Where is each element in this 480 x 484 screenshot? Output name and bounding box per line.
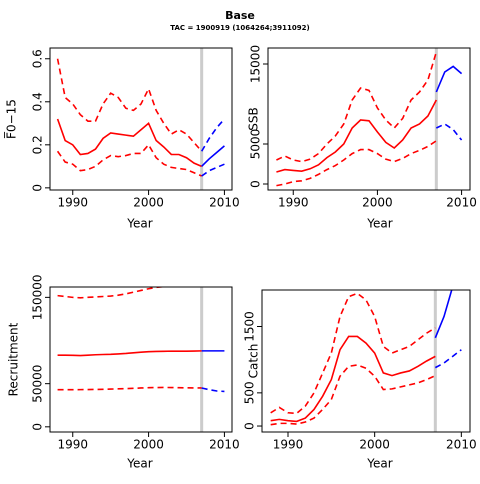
x-tick-label: 1990 <box>278 196 309 210</box>
panel: 1990 2000 2010 0 500 1500 Year Catch <box>243 289 477 471</box>
series-group <box>57 280 225 393</box>
y-tick-label: 0.2 <box>31 135 45 154</box>
y-tick-label: 15000 <box>249 45 263 83</box>
series-line <box>276 140 437 187</box>
panel: 1990 2000 2010 0 50000 150000 Year Recruitment <box>7 274 240 470</box>
x-tick-label: 2000 <box>133 196 164 210</box>
plot-frame <box>49 286 233 433</box>
y-tick-label: 0.6 <box>31 49 45 68</box>
plot-frame <box>261 289 471 433</box>
x-tick-label: 1990 <box>57 438 88 452</box>
panel: 1990 2000 2010 0 5000 15000 Year SSB <box>247 45 477 231</box>
x-tick-label: 2000 <box>133 438 164 452</box>
series-line <box>200 118 226 152</box>
series-line <box>270 335 436 423</box>
figure-title: Base <box>225 9 255 22</box>
series-line <box>57 287 168 299</box>
series-line <box>435 65 463 93</box>
x-tick-label: 2010 <box>209 438 240 452</box>
series-line <box>435 123 463 141</box>
series-line <box>201 145 225 167</box>
panel: 1990 2000 2010 0 0.2 0.4 0.6 Year F̅0−15 <box>3 47 240 231</box>
y-tick-label: 5000 <box>249 129 263 160</box>
y-tick-label: 0.4 <box>31 92 45 111</box>
x-tick-label: 2000 <box>359 438 390 452</box>
series-line <box>276 99 438 173</box>
x-tick-label: 2010 <box>446 196 477 210</box>
y-tick-label: 0 <box>249 180 263 188</box>
series-line <box>56 118 202 168</box>
y-axis-label: F̅0−15 <box>3 99 18 139</box>
plot-frame <box>49 47 233 191</box>
series-group <box>270 290 462 426</box>
series-line <box>434 349 462 369</box>
x-axis-label: Year <box>366 217 392 231</box>
y-tick-label: 150000 <box>31 274 45 320</box>
series-line <box>201 387 225 393</box>
y-axis-label: SSB <box>247 107 261 130</box>
x-axis-label: Year <box>366 457 392 471</box>
x-tick-label: 2010 <box>209 196 240 210</box>
plot-frame <box>267 47 471 191</box>
series-line <box>57 386 202 391</box>
x-tick-label: 2010 <box>446 438 477 452</box>
y-tick-label: 0 <box>31 184 45 192</box>
series-line <box>202 280 225 282</box>
y-tick-label: 50000 <box>31 365 45 403</box>
y-tick-label: 1500 <box>243 311 257 342</box>
y-axis-label: Catch <box>247 344 261 379</box>
series-line <box>56 143 202 177</box>
y-tick-label: 500 <box>243 381 257 404</box>
series-line <box>434 290 453 339</box>
series-group <box>56 58 226 177</box>
y-tick-label: 0 <box>243 422 257 430</box>
series-group <box>276 51 463 187</box>
series-line <box>276 51 438 163</box>
figure-subtitle: TAC = 1900919 (1064264;3911092) <box>170 24 309 32</box>
y-tick-label: 0 <box>31 423 45 431</box>
y-axis-label: Recruitment <box>7 322 21 396</box>
series-line <box>270 364 436 426</box>
series-line <box>56 58 203 152</box>
series-line <box>57 350 202 357</box>
x-tick-label: 1990 <box>57 196 88 210</box>
x-tick-label: 1990 <box>273 438 304 452</box>
x-axis-label: Year <box>126 457 152 471</box>
x-tick-label: 2000 <box>362 196 393 210</box>
x-axis-label: Year <box>126 217 152 231</box>
series-line <box>201 163 225 177</box>
series-line <box>270 292 436 415</box>
